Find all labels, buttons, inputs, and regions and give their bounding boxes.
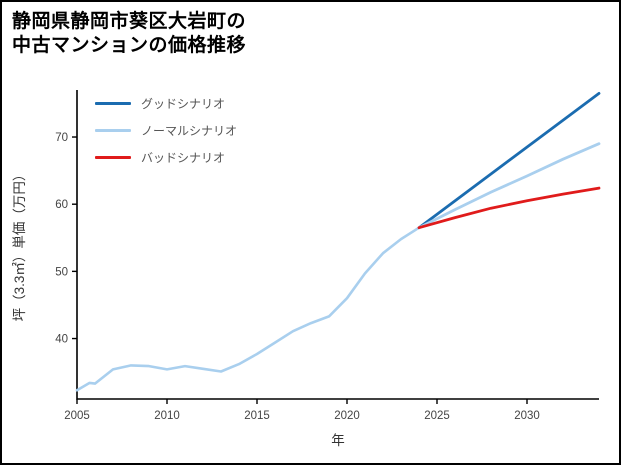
series-line-1 (417, 92, 601, 230)
x-tick-label: 2015 (244, 410, 270, 422)
chart-title-line1: 静岡県静岡市葵区大岩町の (12, 11, 247, 32)
y-tick-label: 70 (55, 132, 68, 144)
y-tick-label: 60 (55, 199, 68, 211)
y-tick-label: 50 (55, 266, 68, 278)
y-axis-label: 坪（3.3㎡）単価（万円） (12, 168, 27, 322)
legend-swatch (95, 156, 131, 159)
legend-swatch (95, 129, 131, 132)
series-line-2 (417, 142, 601, 230)
x-axis-label: 年 (331, 433, 345, 448)
series-line-0 (75, 226, 421, 392)
legend-label: グッドシナリオ (141, 97, 226, 111)
x-tick-label: 2025 (424, 410, 450, 422)
x-tick-label: 2020 (334, 410, 360, 422)
legend-item: グッドシナリオ (95, 90, 237, 117)
x-tick-label: 2005 (64, 410, 90, 422)
x-tick-label: 2030 (514, 410, 540, 422)
chart-title: 静岡県静岡市葵区大岩町の 中古マンションの価格推移 (12, 10, 246, 58)
legend: グッドシナリオ ノーマルシナリオ バッドシナリオ (95, 90, 237, 171)
x-tick-label: 2010 (154, 410, 180, 422)
legend-label: バッドシナリオ (141, 151, 226, 165)
legend-label: ノーマルシナリオ (141, 124, 238, 138)
series-line-3 (417, 186, 601, 230)
chart-title-line2: 中古マンションの価格推移 (12, 35, 247, 56)
y-tick-label: 40 (55, 334, 68, 346)
legend-swatch (95, 102, 131, 105)
legend-item: ノーマルシナリオ (95, 117, 237, 144)
legend-item: バッドシナリオ (95, 144, 237, 171)
